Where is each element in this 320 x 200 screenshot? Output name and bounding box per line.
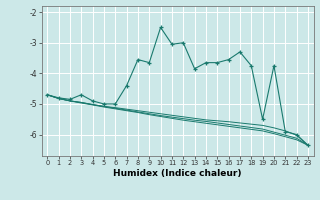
X-axis label: Humidex (Indice chaleur): Humidex (Indice chaleur) [113,169,242,178]
